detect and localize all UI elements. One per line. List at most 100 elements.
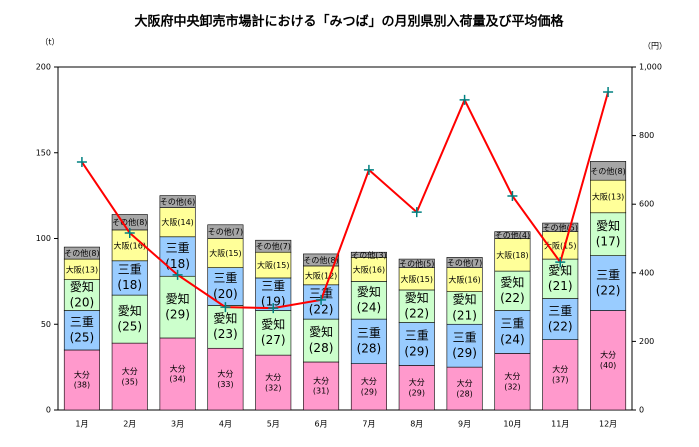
bar-segment — [111, 294, 148, 344]
x-tick-label: 6月 — [315, 420, 328, 429]
x-tick-label: 8月 — [410, 420, 423, 429]
segment-share: (29) — [452, 346, 477, 360]
segment-name: 三重 — [166, 241, 190, 255]
segment-share: (6) — [184, 197, 195, 206]
segment-name: 三重 — [453, 330, 477, 344]
price-marker — [124, 228, 135, 239]
bar-segment — [446, 257, 483, 268]
x-tick-label: 5月 — [267, 420, 280, 429]
y-tick-label: 150 — [36, 148, 51, 157]
segment-name: 三重 — [261, 279, 285, 293]
y2-tick-label: 800 — [639, 131, 654, 140]
x-tick-label: 7月 — [362, 420, 375, 429]
price-marker — [555, 257, 566, 268]
bar-segment — [159, 207, 196, 238]
segment-share: (3) — [375, 250, 386, 259]
segment-label: その他(6) — [160, 196, 195, 206]
x-tick-label: 11月 — [551, 420, 569, 429]
segment-share: (13) — [82, 265, 98, 274]
segment-label: その他(3) — [351, 249, 386, 259]
bar-segment — [159, 195, 196, 208]
segment-share: (21) — [452, 308, 477, 322]
bar-segment — [494, 353, 531, 411]
price-marker — [76, 157, 87, 168]
price-marker — [459, 94, 470, 105]
segment-share: (33) — [217, 380, 233, 389]
y-tick-label: 0 — [46, 406, 51, 415]
segment-share: (35) — [122, 377, 138, 386]
segment-name: 大分 — [265, 372, 281, 382]
segment-name: 大分 — [504, 371, 520, 381]
segment-share: (37) — [552, 376, 568, 385]
segment-share: (14) — [177, 218, 193, 227]
segment-share: (28) — [357, 342, 382, 356]
segment-label: その他(8) — [64, 248, 99, 258]
segment-name: 愛知 — [596, 219, 620, 233]
segment-name: 大阪 — [592, 191, 608, 201]
segment-name: 三重 — [213, 271, 237, 285]
price-marker — [507, 190, 518, 201]
bar-segment — [350, 251, 387, 258]
segment-name: 愛知 — [357, 285, 381, 299]
y2-tick-label: 400 — [639, 268, 654, 277]
segment-share: (27) — [261, 333, 286, 347]
segment-name: その他 — [351, 249, 375, 259]
segment-name: 大分 — [361, 376, 377, 386]
segment-name: 大分 — [74, 369, 90, 379]
segment-name: 愛知 — [118, 304, 142, 318]
segment-name: 三重 — [309, 287, 333, 301]
segment-name: 大阪 — [401, 273, 417, 283]
price-marker — [411, 207, 422, 218]
segment-share: (7) — [280, 242, 291, 251]
segment-share: (15) — [273, 261, 289, 270]
bar-segment — [542, 258, 579, 299]
segment-name: 大阪 — [305, 270, 321, 280]
bar-segment — [255, 354, 292, 411]
segment-share: (25) — [117, 319, 142, 333]
segment-share: (22) — [596, 283, 621, 297]
segment-label: 大阪(15) — [257, 260, 289, 270]
segment-label: その他(5) — [399, 258, 434, 268]
segment-name: その他 — [160, 196, 184, 206]
bar-segment — [255, 239, 292, 253]
segment-name: 愛知 — [405, 291, 429, 305]
y-axis-unit: （t） — [40, 38, 59, 47]
segment-name: 三重 — [357, 326, 381, 340]
segment-share: (13) — [608, 192, 624, 201]
segment-share: (40) — [600, 361, 616, 370]
segment-name: 大阪 — [209, 248, 225, 258]
segment-share: (22) — [404, 307, 429, 321]
segment-share: (23) — [213, 327, 238, 341]
y-tick-label: 100 — [36, 234, 51, 243]
bar-segment — [350, 281, 387, 320]
segment-share: (29) — [409, 388, 425, 397]
segment-name: 大阪 — [496, 249, 512, 259]
segment-name: 大分 — [409, 377, 425, 387]
bar-segment — [350, 257, 387, 282]
bar-segment — [542, 298, 579, 340]
bar-segment — [590, 212, 627, 256]
segment-name: その他 — [303, 254, 327, 264]
x-tick-label: 10月 — [503, 420, 521, 429]
segment-name: 大阪 — [353, 264, 369, 274]
segment-share: (32) — [265, 383, 281, 392]
segment-share: (16) — [130, 241, 146, 250]
bar-segment — [63, 310, 100, 351]
segment-name: その他 — [112, 217, 136, 227]
price-marker — [363, 164, 374, 175]
y2-tick-label: 200 — [639, 337, 654, 346]
bar-segment — [590, 310, 627, 411]
price-marker — [603, 87, 614, 98]
segment-name: 大阪 — [66, 264, 82, 274]
y-tick-label: 50 — [41, 320, 51, 329]
segment-share: (31) — [313, 387, 329, 396]
segment-share: (15) — [225, 249, 241, 258]
segment-label: 大阪(18) — [496, 249, 528, 259]
bar-segment — [111, 342, 148, 411]
price-marker — [172, 269, 183, 280]
bar-segment — [303, 361, 340, 411]
bar-segment — [207, 238, 244, 268]
segment-name: 大分 — [217, 368, 233, 378]
segment-name: 大分 — [552, 364, 568, 374]
